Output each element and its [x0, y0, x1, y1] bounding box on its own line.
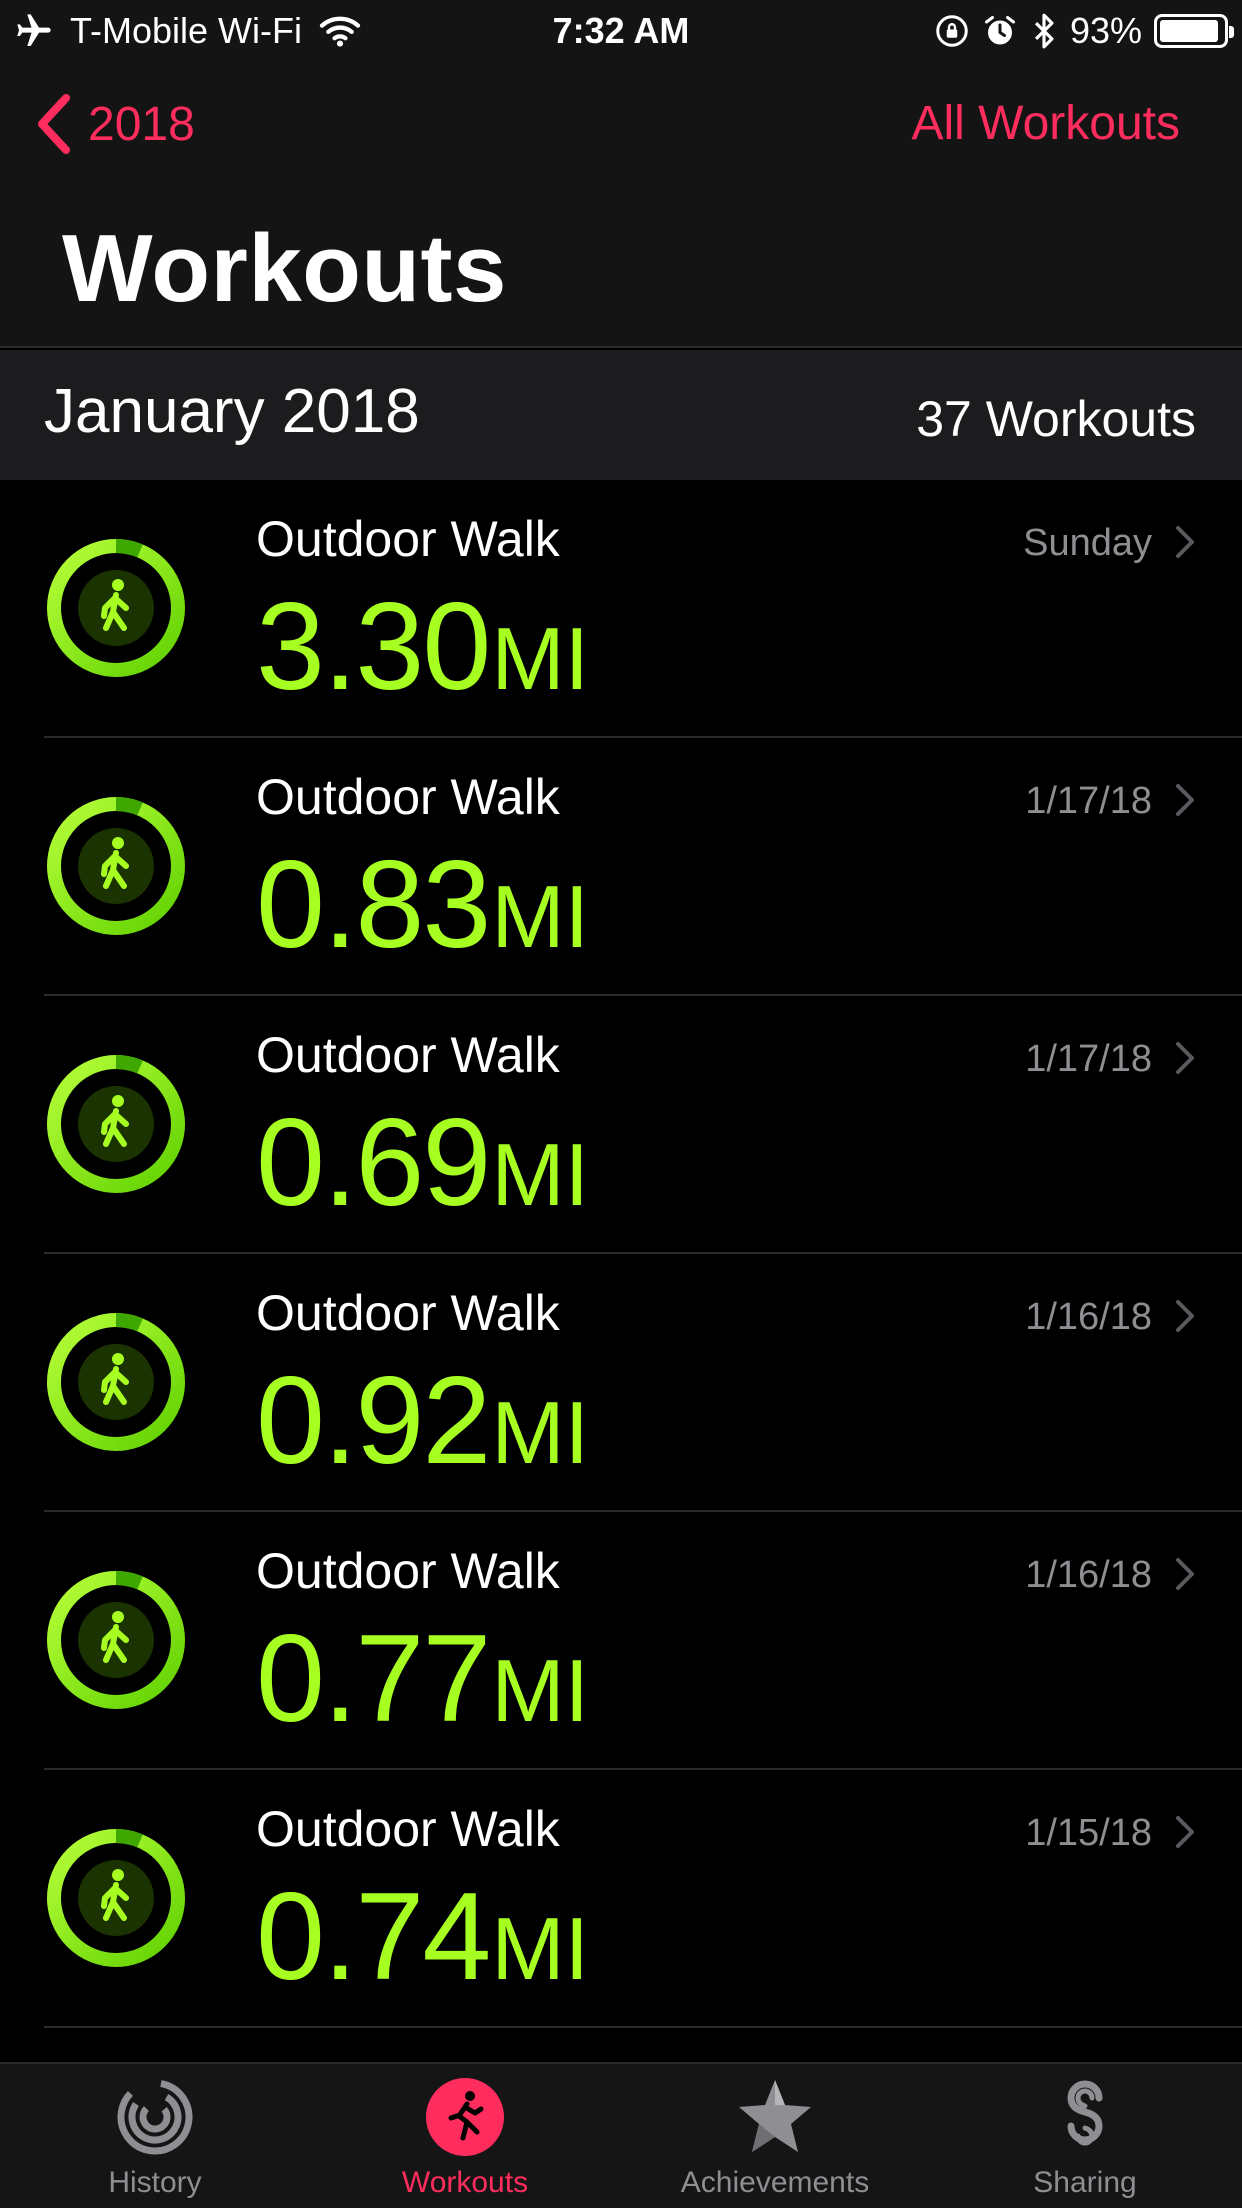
status-right: 93% [934, 8, 1234, 54]
distance-value: 0.69 [256, 1094, 491, 1232]
outdoor-walk-icon [47, 1313, 185, 1451]
bluetooth-icon [1034, 13, 1054, 49]
tab-label: Sharing [1033, 2166, 1137, 2199]
outdoor-walk-icon [47, 539, 185, 677]
outdoor-walk-icon [47, 797, 185, 935]
navigation-bar: 2018 All Workouts Workouts [0, 62, 1242, 348]
chevron-right-icon [1176, 526, 1194, 558]
page-title: Workouts [62, 215, 507, 322]
workout-distance: 0.77MI [256, 1608, 589, 1748]
distance-unit: MI [491, 867, 590, 966]
back-button[interactable]: 2018 [36, 94, 195, 154]
history-icon [117, 2079, 193, 2155]
chevron-right-icon [1176, 784, 1194, 816]
workout-title: Outdoor Walk [256, 1543, 560, 1599]
tab-label: History [108, 2166, 202, 2199]
row-separator [44, 1768, 1242, 1770]
workout-date: 1/16/18 [1025, 1554, 1152, 1596]
row-separator [44, 2026, 1242, 2028]
distance-unit: MI [491, 1641, 590, 1740]
battery-percentage: 93% [1069, 10, 1142, 51]
workout-title: Outdoor Walk [256, 1285, 560, 1341]
tab-history[interactable]: History [0, 2064, 310, 2208]
airplane-icon [17, 14, 51, 46]
achievements-icon [739, 2080, 811, 2152]
row-separator [44, 994, 1242, 996]
row-separator [44, 1510, 1242, 1512]
distance-value: 0.83 [256, 836, 491, 974]
outdoor-walk-icon [47, 1829, 185, 1967]
tab-bar: History Workouts Achievements Sharing [0, 2062, 1242, 2208]
workout-date: Sunday [1023, 522, 1152, 564]
workout-row[interactable]: Outdoor Walk 0.92MI 1/16/18 [0, 1254, 1242, 1512]
outdoor-walk-icon [47, 1571, 185, 1709]
workout-date: 1/15/18 [1025, 1812, 1152, 1854]
status-left: T-Mobile Wi-Fi [14, 8, 362, 54]
workout-title: Outdoor Walk [256, 1027, 560, 1083]
chevron-right-icon [1176, 1300, 1194, 1332]
workout-distance: 0.69MI [256, 1092, 589, 1232]
status-time: 7:32 AM [552, 10, 690, 51]
tab-workouts[interactable]: Workouts [310, 2064, 620, 2208]
tab-sharing[interactable]: Sharing [930, 2064, 1240, 2208]
workouts-icon [426, 2078, 504, 2156]
chevron-right-icon [1176, 1816, 1194, 1848]
outdoor-walk-icon [47, 1055, 185, 1193]
battery-icon [1154, 14, 1234, 48]
distance-unit: MI [491, 1899, 590, 1998]
workout-title: Outdoor Walk [256, 511, 560, 567]
carrier-label: T-Mobile Wi-Fi [70, 10, 302, 51]
section-header: January 2018 37 Workouts [0, 350, 1242, 480]
workout-distance: 0.74MI [256, 1866, 589, 2006]
distance-value: 0.74 [256, 1868, 491, 2006]
distance-unit: MI [491, 1383, 590, 1482]
workout-row[interactable]: Outdoor Walk 0.69MI 1/17/18 [0, 996, 1242, 1254]
row-separator [44, 1252, 1242, 1254]
distance-unit: MI [491, 1125, 590, 1224]
workout-distance: 0.92MI [256, 1350, 589, 1490]
distance-unit: MI [491, 609, 590, 708]
chevron-left-icon [38, 94, 70, 154]
workout-row[interactable]: Outdoor Walk 0.83MI 1/17/18 [0, 738, 1242, 996]
chevron-right-icon [1176, 1558, 1194, 1590]
status-bar: T-Mobile Wi-Fi 7:32 AM 93% [0, 0, 1242, 62]
workout-distance: 3.30MI [256, 576, 589, 716]
workout-title: Outdoor Walk [256, 1801, 560, 1857]
workout-date: 1/17/18 [1025, 780, 1152, 822]
section-month: January 2018 [44, 377, 420, 446]
workout-row[interactable]: Outdoor Walk 3.30MI Sunday [0, 480, 1242, 738]
tab-achievements[interactable]: Achievements [620, 2064, 930, 2208]
rotation-lock-icon [936, 15, 968, 47]
section-workout-count: 37 Workouts [916, 391, 1196, 447]
alarm-icon [984, 16, 1015, 45]
wifi-icon [319, 16, 361, 47]
battery-cap [1229, 26, 1234, 38]
back-button-label: 2018 [88, 97, 195, 151]
workout-date: 1/16/18 [1025, 1296, 1152, 1338]
row-separator [44, 736, 1242, 738]
chevron-right-icon [1176, 1042, 1194, 1074]
workout-row[interactable]: Outdoor Walk 0.74MI 1/15/18 [0, 1770, 1242, 2028]
workout-distance: 0.83MI [256, 834, 589, 974]
distance-value: 0.77 [256, 1610, 491, 1748]
workout-list: Outdoor Walk 3.30MI Sunday Outdoor Walk … [0, 480, 1242, 2028]
workout-date: 1/17/18 [1025, 1038, 1152, 1080]
battery-fill [1160, 20, 1218, 42]
distance-value: 3.30 [256, 578, 491, 716]
tab-label: Workouts [401, 2166, 529, 2199]
distance-value: 0.92 [256, 1352, 491, 1490]
sharing-icon [1067, 2080, 1103, 2146]
workout-row[interactable]: Outdoor Walk 0.77MI 1/16/18 [0, 1512, 1242, 1770]
all-workouts-button[interactable]: All Workouts [911, 97, 1180, 150]
workout-title: Outdoor Walk [256, 769, 560, 825]
tab-label: Achievements [680, 2166, 870, 2199]
